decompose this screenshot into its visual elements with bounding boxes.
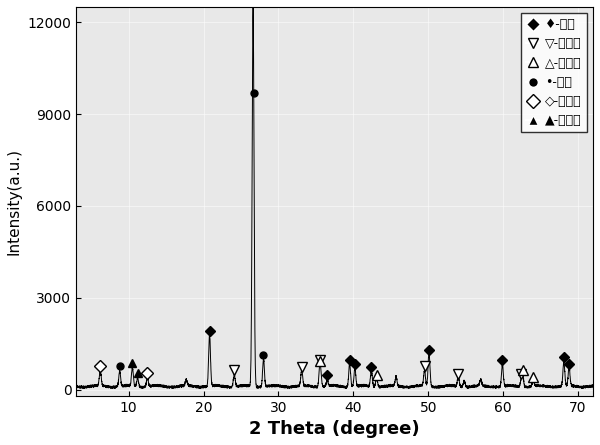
Legend: ♦-石英, ▽-赤铁矿, △-磁铁矿, •-云母, ◇-绿泥石, ▲-堇青石: ♦-石英, ▽-赤铁矿, △-磁铁矿, •-云母, ◇-绿泥石, ▲-堇青石 xyxy=(521,13,587,133)
Y-axis label: Intensity(a.u.): Intensity(a.u.) xyxy=(7,148,22,255)
X-axis label: 2 Theta (degree): 2 Theta (degree) xyxy=(250,420,420,438)
